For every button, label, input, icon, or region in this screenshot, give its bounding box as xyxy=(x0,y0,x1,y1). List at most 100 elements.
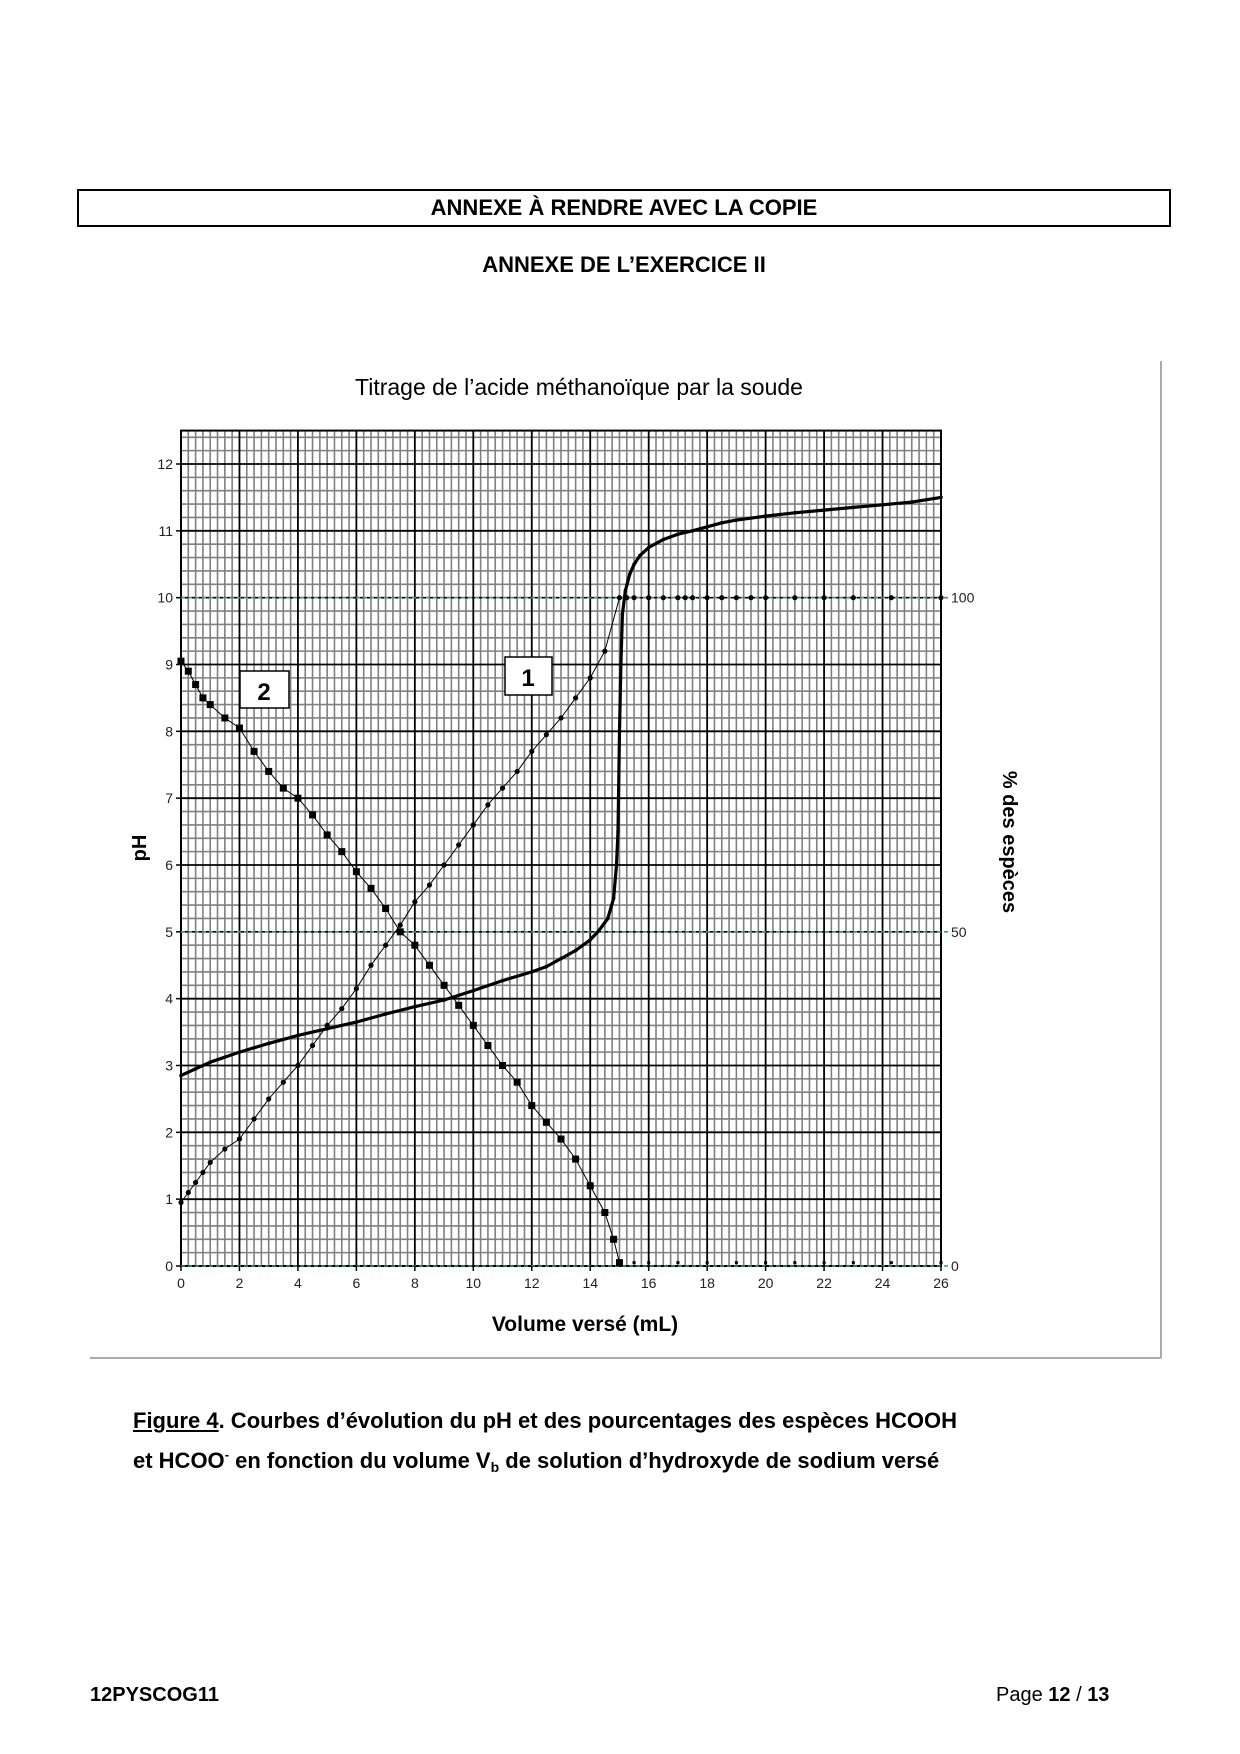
curve-2-point xyxy=(542,1118,550,1126)
curve-2-point xyxy=(528,1102,536,1110)
ph-point xyxy=(559,956,563,961)
curve-1-point xyxy=(719,595,725,601)
curve-2-point xyxy=(455,1001,463,1009)
curve-2-point xyxy=(235,724,243,732)
ph-point xyxy=(266,1041,271,1046)
x-tick-label: 4 xyxy=(294,1275,302,1291)
curve-1-point xyxy=(185,1189,191,1196)
ph-point xyxy=(851,505,856,510)
curve-1-point xyxy=(624,595,630,601)
ph-point xyxy=(573,948,578,953)
curve-1-point xyxy=(251,1116,257,1122)
ph-point xyxy=(616,829,620,834)
curve-1-point xyxy=(602,648,608,654)
ph-point xyxy=(500,978,505,983)
label-2: 2 xyxy=(257,679,270,706)
curve-1-point xyxy=(733,595,739,601)
ph-point xyxy=(611,896,616,901)
curve-1-point xyxy=(383,942,389,948)
ph-point xyxy=(627,572,632,577)
caption-line2-b: en fonction du volume V xyxy=(229,1448,491,1473)
curve-1-point xyxy=(763,595,769,601)
ph-point xyxy=(690,529,695,533)
curve-2-point xyxy=(192,681,200,689)
ph-point xyxy=(619,662,623,667)
curve-1-point xyxy=(660,595,666,601)
y2-tick-label: 100 xyxy=(951,590,975,606)
curve-2-point xyxy=(647,1261,651,1265)
x-tick-label: 16 xyxy=(641,1275,657,1291)
x-tick-label: 24 xyxy=(875,1275,891,1291)
curve-2-point xyxy=(177,657,185,665)
ph-point xyxy=(296,1033,300,1038)
ph-point xyxy=(413,1004,417,1009)
curve-2-point xyxy=(705,1261,709,1265)
curve-1-point xyxy=(193,1179,199,1186)
series-curve-2 xyxy=(177,657,943,1267)
ph-point xyxy=(354,1020,359,1024)
label-1: 1 xyxy=(521,665,534,692)
y2-tick-label: 50 xyxy=(951,924,967,940)
annex-header-title: ANNEXE À RENDRE AVEC LA COPIE xyxy=(430,195,818,220)
curve-1-point xyxy=(646,595,652,601)
curve-2-point xyxy=(734,1261,738,1265)
ph-point xyxy=(237,1050,242,1054)
ph-point xyxy=(632,562,636,567)
curve-1-point xyxy=(236,1136,243,1142)
curve-2-point xyxy=(184,667,192,675)
ph-curve-line xyxy=(180,495,942,1077)
curve-1-point xyxy=(441,862,447,868)
ph-point xyxy=(909,500,914,504)
ph-point xyxy=(822,508,826,512)
x-tick-label: 26 xyxy=(933,1275,949,1291)
ph-point xyxy=(620,612,625,617)
y-tick-label: 10 xyxy=(157,590,173,606)
curve-2-point xyxy=(250,747,258,755)
curve-2-point xyxy=(822,1261,826,1265)
curve-1-point xyxy=(631,595,637,601)
curve-1-point xyxy=(529,748,535,754)
curve-1-point xyxy=(456,842,462,848)
x-tick-label: 2 xyxy=(236,1275,244,1291)
ph-point xyxy=(617,729,622,734)
caption-line2-c: de solution d’hydroxyde de sodium versé xyxy=(499,1448,940,1473)
curve-1-point xyxy=(543,732,549,738)
x-tick-label: 10 xyxy=(466,1275,482,1291)
ph-point xyxy=(661,537,666,542)
curve-2-point xyxy=(323,831,331,839)
x-tick-label: 12 xyxy=(524,1275,540,1291)
x-tick-label: 14 xyxy=(582,1275,598,1291)
y-tick-label: 3 xyxy=(165,1058,173,1074)
curve-1-point xyxy=(587,675,593,681)
curve-2-point xyxy=(851,1261,855,1265)
y-tick-label: 9 xyxy=(165,657,173,673)
ph-point xyxy=(471,988,476,993)
y-tick-label: 2 xyxy=(165,1124,173,1140)
curve-1-point xyxy=(573,695,579,701)
curve-2-point xyxy=(676,1261,680,1265)
curve-2-line xyxy=(180,660,620,1263)
y2-tick-label: 0 xyxy=(951,1258,959,1274)
figure-caption: Figure 4. Courbes d’évolution du pH et d… xyxy=(133,1404,957,1484)
curve-2-point xyxy=(411,941,419,949)
curve-1-point xyxy=(207,1159,213,1166)
ph-point xyxy=(544,964,549,969)
curve-2-point xyxy=(221,714,229,722)
ph-point xyxy=(605,916,610,921)
curve-2-point xyxy=(199,694,207,702)
curve-2-point xyxy=(632,1261,636,1265)
curve-2-point xyxy=(572,1155,580,1163)
curve-2-point xyxy=(793,1261,797,1265)
ph-point xyxy=(734,518,739,522)
chart-title: Titrage de l’acide méthanoïque par la so… xyxy=(355,374,803,400)
ph-point xyxy=(208,1060,213,1064)
curve-2-point xyxy=(206,701,214,709)
curve-1-point xyxy=(558,715,564,721)
ph-point xyxy=(646,545,651,550)
y-tick-label: 0 xyxy=(165,1258,173,1274)
curve-1-point xyxy=(485,802,491,808)
curve-1-point xyxy=(368,962,374,968)
y-tick-label: 11 xyxy=(158,523,173,539)
chart-panel-border xyxy=(90,361,1162,1359)
curve-1-point xyxy=(938,595,944,601)
